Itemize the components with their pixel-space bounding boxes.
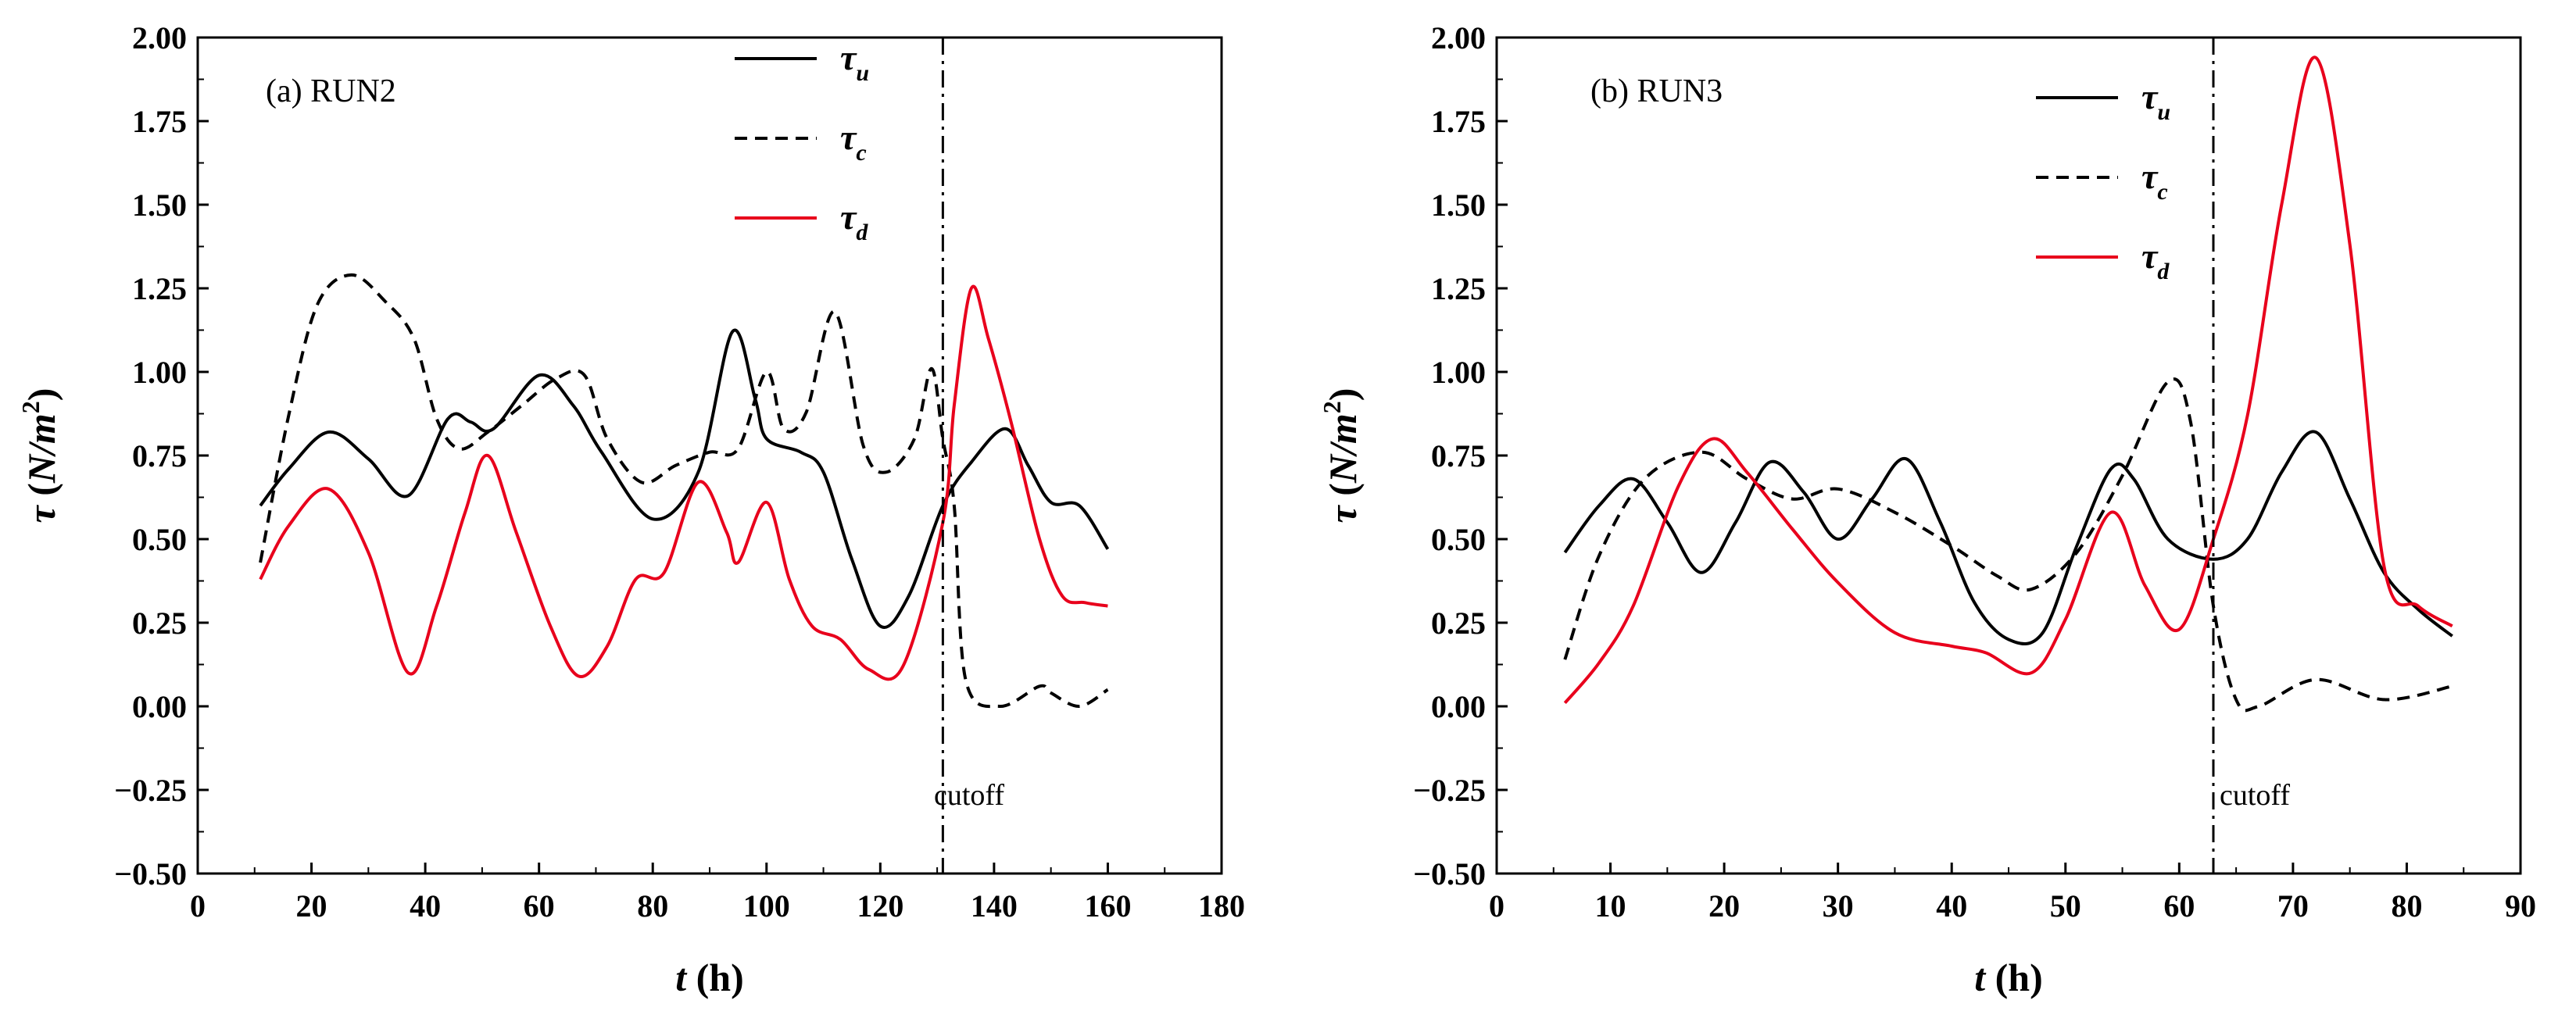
plot-frame [1495, 36, 2522, 875]
series-line-c [259, 273, 1109, 709]
x-tick-label: 60 [524, 888, 555, 924]
y-tick-label: 2.00 [132, 20, 187, 55]
x-tick-label: 50 [2050, 888, 2081, 924]
panel-run3: 0 10 20 30 40 50 60 70 80 90 −0.50 −0.25 0.00 0.25 0.5… [1318, 20, 2536, 999]
y-tick-label: 1.25 [1431, 271, 1486, 306]
y-tick-label: −0.25 [1413, 773, 1486, 808]
y-tick-label: 0.50 [132, 522, 187, 557]
series-line-d [1563, 55, 2453, 705]
cutoff-label: cutoff [2220, 779, 2290, 812]
x-tick-label: 80 [2391, 888, 2422, 924]
legend-label-c: τc [2141, 156, 2168, 205]
y-tick-label: 1.75 [132, 104, 187, 139]
y-tick-label: −0.25 [114, 773, 187, 808]
x-tick-label: 100 [743, 888, 790, 924]
panel-run2: 0 20 40 60 80 100 120 140 160 180 −0.50 −0.25 0.00 0.… [16, 20, 1245, 999]
x-tick-label: 140 [971, 888, 1018, 924]
x-tick-label: 80 [637, 888, 668, 924]
y-tick-label: 1.00 [1431, 355, 1486, 390]
series-line-c [1563, 377, 2453, 713]
series-line-u [259, 328, 1110, 629]
y-tick-label: 1.75 [1431, 104, 1486, 139]
legend-label-d: τd [840, 197, 868, 245]
x-tick-label: 40 [1936, 888, 1967, 924]
cutoff-label: cutoff [934, 779, 1004, 812]
y-tick-label: 0.00 [132, 689, 187, 724]
series-line-u [1563, 430, 2453, 645]
x-tick-label: 20 [1708, 888, 1740, 924]
y-tick-label: −0.50 [114, 856, 187, 891]
x-tick-label: 90 [2505, 888, 2536, 924]
x-tick-label: 10 [1595, 888, 1626, 924]
x-tick-label: 120 [857, 888, 903, 924]
x-tick-label: 180 [1198, 888, 1245, 924]
y-axis-title: τ (N/m2) [16, 388, 63, 523]
x-tick-label: 30 [1823, 888, 1854, 924]
y-axis-title: τ (N/m2) [1318, 388, 1365, 523]
x-axis-title: t (h) [1974, 956, 2043, 999]
panel-title: (a) RUN2 [266, 73, 396, 109]
panel-title: (b) RUN3 [1590, 73, 1723, 109]
series-line-d [259, 284, 1108, 681]
y-tick-label: −0.50 [1413, 856, 1486, 891]
legend-label-d: τd [2141, 236, 2170, 284]
x-tick-label: 60 [2163, 888, 2195, 924]
y-tick-label: 0.25 [1431, 606, 1486, 641]
y-tick-label: 0.50 [1431, 522, 1486, 557]
x-axis-title: t (h) [675, 956, 744, 999]
legend-label-u: τu [2141, 77, 2170, 125]
y-tick-label: 2.00 [1431, 20, 1486, 55]
legend-label-u: τu [840, 38, 869, 86]
x-tick-label: 20 [296, 888, 327, 924]
y-tick-label: 1.50 [132, 188, 187, 223]
y-tick-label: 0.00 [1431, 689, 1486, 724]
y-tick-label: 1.00 [132, 355, 187, 390]
y-tick-label: 0.75 [1431, 438, 1486, 473]
legend-label-c: τc [840, 117, 867, 166]
x-tick-label: 0 [1489, 888, 1504, 924]
y-tick-label: 1.25 [132, 271, 187, 306]
y-tick-label: 0.75 [132, 438, 187, 473]
y-tick-label: 1.50 [1431, 188, 1486, 223]
y-tick-label: 0.25 [132, 606, 187, 641]
x-tick-label: 70 [2277, 888, 2309, 924]
x-tick-label: 0 [190, 888, 206, 924]
plot-frame [196, 36, 1223, 875]
x-tick-label: 40 [410, 888, 441, 924]
x-tick-label: 160 [1084, 888, 1131, 924]
